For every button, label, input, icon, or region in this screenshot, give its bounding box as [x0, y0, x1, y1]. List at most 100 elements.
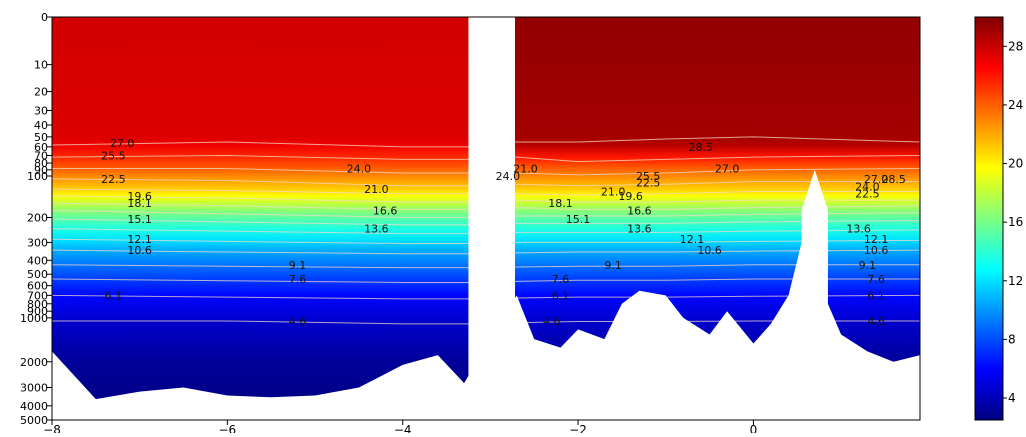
contour-label: 7.6 — [867, 273, 885, 286]
contour-label: 12.1 — [127, 233, 152, 246]
contour-label: 15.1 — [566, 213, 591, 226]
contour-label: 18.1 — [127, 197, 152, 210]
y-tick-label: 300 — [27, 236, 48, 249]
contour-label: 9.1 — [289, 259, 307, 272]
y-tick-label: 1000 — [20, 312, 48, 325]
y-tick-label: 500 — [27, 268, 48, 281]
contour-line-25.5-west — [51, 154, 469, 160]
y-tick-label: 2000 — [20, 356, 48, 369]
x-tick-label: 0 — [750, 423, 758, 433]
x-tick-label: −4 — [394, 423, 412, 433]
contour-line-16.6-east — [514, 212, 921, 217]
contour-line-15.1-west — [51, 218, 469, 226]
contour-label: 27.0 — [110, 137, 135, 150]
contour-label: 19.6 — [618, 190, 643, 203]
contour-label: 16.6 — [627, 204, 652, 217]
colorbar-tick-label: 12 — [1008, 274, 1023, 288]
contour-label: 16.6 — [373, 204, 398, 217]
y-tick-label: 10 — [34, 59, 48, 72]
y-tick-label: 700 — [27, 289, 48, 302]
y-tick-label: 3000 — [20, 382, 48, 395]
colorbar-tick-label: 16 — [1008, 215, 1023, 229]
contour-label: 27.0 — [864, 173, 889, 186]
y-tick-label: 60 — [34, 141, 48, 154]
contour-label: 21.0 — [364, 183, 389, 196]
y-tick-label: 5000 — [20, 414, 48, 427]
contour-label: 28.5 — [881, 173, 906, 186]
contour-line-9.1-west — [51, 264, 469, 269]
contour-line-21.0-west — [51, 188, 469, 195]
contour-line-27.0-east — [514, 136, 921, 143]
seafloor-mask — [52, 242, 920, 420]
plot-frame — [51, 16, 921, 421]
contour-line-15.1-east — [514, 219, 921, 224]
contour-label: 10.6 — [864, 244, 889, 257]
contour-line-7.6-east — [514, 278, 920, 282]
contour-label: 7.6 — [552, 273, 570, 286]
contour-label: 10.6 — [697, 244, 722, 257]
contour-label: 12.1 — [864, 233, 889, 246]
y-tick-label: 400 — [27, 254, 48, 267]
contour-label: 10.6 — [127, 244, 152, 257]
colorbar: 4 8 12 16 20 24 28 — [974, 16, 1023, 421]
contour-line-24.0-west — [52, 168, 469, 174]
colorbar-bar — [974, 16, 1004, 421]
y-tick-label: 4000 — [20, 400, 48, 413]
y-tick-label: 30 — [34, 104, 48, 117]
contour-label: 9.1 — [859, 259, 877, 272]
contour-line-10.6-west — [51, 249, 469, 255]
contour-label: 15.1 — [127, 213, 152, 226]
contour-label: 12.1 — [680, 233, 705, 246]
contour-label: 18.1 — [548, 197, 573, 210]
y-tick-label: 900 — [27, 305, 48, 318]
contour-label: 13.6 — [627, 223, 652, 236]
contour-label: 6.1 — [867, 289, 885, 302]
y-tick-label: 600 — [27, 280, 48, 293]
contour-line-16.6-west — [51, 209, 469, 218]
colorbar-tick-label: 20 — [1008, 157, 1023, 171]
contour-line-4.6-west — [52, 320, 469, 325]
colorbar-tick-label: 24 — [1008, 98, 1023, 112]
contour-label: 22.5 — [636, 177, 661, 190]
contour-label: 7.6 — [289, 273, 307, 286]
contour-line-13.6-west — [51, 228, 469, 235]
contour-line-24.0-east — [514, 168, 921, 176]
colorbar-tick-label: 28 — [1008, 39, 1023, 53]
contour-line-9.1-east — [514, 264, 920, 268]
y-tick-label: 100 — [27, 170, 48, 183]
contour-label: 13.6 — [364, 223, 389, 236]
contour-line-22.5-east — [514, 181, 920, 187]
x-tick-label: −2 — [569, 423, 587, 433]
contour-label: 22.5 — [101, 173, 126, 186]
contour-label: 9.1 — [604, 259, 622, 272]
y-tick-label: 90 — [34, 164, 48, 177]
contour-label: 22.5 — [855, 188, 880, 201]
contour-label: 21.0 — [513, 163, 538, 176]
y-tick-label: 200 — [27, 211, 48, 224]
contour-line-7.6-west — [51, 278, 469, 283]
colorbar-tick-label: 8 — [1008, 332, 1016, 346]
contour-label: 4.6 — [543, 315, 561, 328]
contour-label: 13.6 — [846, 223, 871, 236]
contour-label: 24.0 — [496, 170, 521, 183]
contour-line-21.0-east — [514, 190, 920, 196]
contour-line-19.6-east — [514, 199, 920, 203]
contour-label: 24.0 — [855, 181, 880, 194]
contour-line-18.1-east — [514, 205, 921, 210]
y-tick-label: 70 — [34, 149, 48, 162]
contour-label: 6.1 — [552, 289, 570, 302]
contour-label: 27.0 — [715, 163, 740, 176]
contour-label: 19.6 — [127, 190, 152, 203]
contour-line-25.5-east — [514, 154, 921, 163]
west-field — [52, 17, 469, 420]
contour-label: 4.6 — [289, 315, 307, 328]
y-tick-label: 50 — [34, 131, 48, 144]
contour-label: 6.1 — [105, 289, 123, 302]
contour-line-18.1-west — [51, 202, 469, 210]
y-tick-label: 20 — [34, 86, 48, 99]
colorbar-tick-label: 4 — [1008, 391, 1016, 405]
contour-label: 28.5 — [689, 141, 714, 154]
contour-label: 4.6 — [867, 315, 885, 328]
contour-line-19.6-west — [51, 195, 469, 203]
